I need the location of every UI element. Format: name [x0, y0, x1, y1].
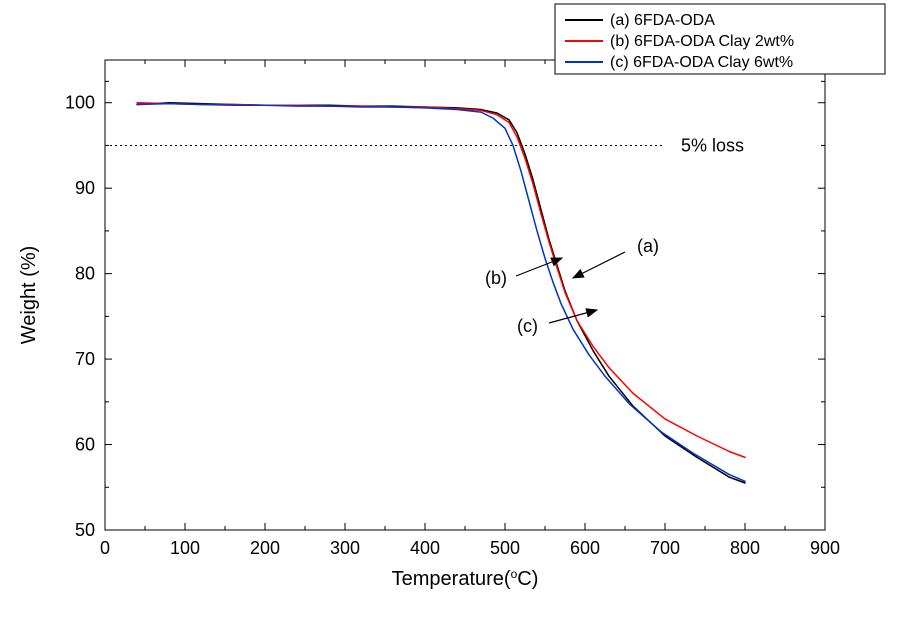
legend-label-1: (b) 6FDA-ODA Clay 2wt% [610, 33, 794, 50]
x-tick-label: 600 [570, 538, 600, 558]
series-group [137, 103, 745, 483]
x-axis-label: Temperature(oC) [392, 567, 539, 590]
plot-border [105, 60, 825, 530]
annotation-arrow-1 [516, 258, 562, 276]
x-tick-label: 100 [170, 538, 200, 558]
x-tick-label: 400 [410, 538, 440, 558]
series-b [137, 103, 745, 458]
x-tick-label: 700 [650, 538, 680, 558]
y-tick-label: 60 [75, 435, 95, 455]
y-tick-label: 70 [75, 349, 95, 369]
reference-label: 5% loss [681, 135, 744, 155]
legend-label-0: (a) 6FDA-ODA [610, 12, 715, 29]
annotation-label-0: (a) [637, 236, 659, 256]
annotation-label-2: (c) [517, 316, 538, 336]
annotation-arrow-0 [573, 252, 625, 278]
y-tick-label: 50 [75, 520, 95, 540]
x-tick-label: 0 [100, 538, 110, 558]
y-axis-label: Weight (%) [18, 246, 40, 345]
chart-svg: 0 100 200 300 400 500 600 700 800 900 50 60 70 80 90 10… [0, 0, 914, 622]
tga-chart: 0 100 200 300 400 500 600 700 800 900 50 60 70 80 90 10… [0, 0, 914, 622]
legend-label-2: (c) 6FDA-ODA Clay 6wt% [610, 54, 793, 71]
x-tick-label: 500 [490, 538, 520, 558]
x-tick-label: 800 [730, 538, 760, 558]
y-tick-label: 80 [75, 264, 95, 284]
x-tick-label: 300 [330, 538, 360, 558]
y-tick-label: 100 [65, 93, 95, 113]
x-tick-label: 200 [250, 538, 280, 558]
annotation-label-1: (b) [485, 268, 507, 288]
series-c [137, 104, 745, 482]
y-tick-label: 90 [75, 178, 95, 198]
x-tick-label: 900 [810, 538, 840, 558]
